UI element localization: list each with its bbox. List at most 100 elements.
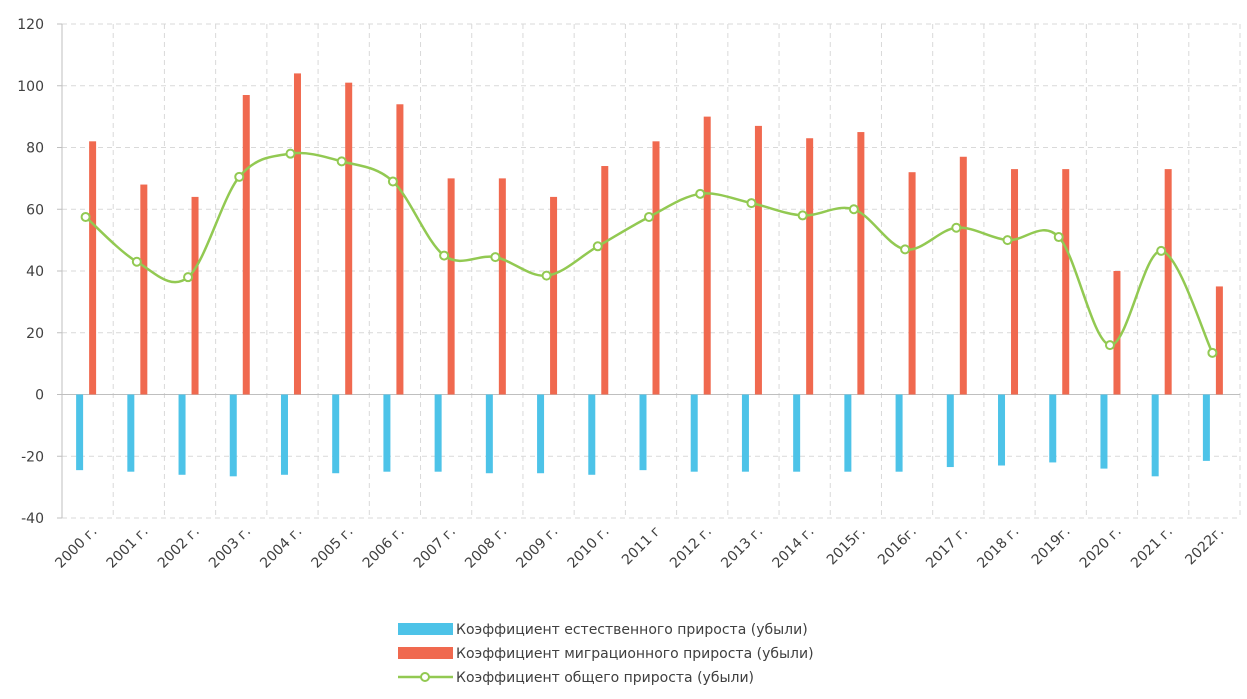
bar (537, 394, 545, 474)
bar (1202, 394, 1210, 461)
bar (498, 178, 506, 395)
x-tick-label: 2022г. (1182, 524, 1227, 569)
bar (857, 132, 865, 395)
bar (280, 394, 288, 475)
y-tick-label: 120 (17, 17, 44, 33)
bar (793, 394, 801, 472)
bar (1049, 394, 1057, 463)
x-tick-label: 2000 г. (52, 524, 100, 572)
legend-swatch (398, 623, 453, 635)
bar (1100, 394, 1108, 469)
line (84, 151, 1214, 354)
x-tick-label: 2008 г. (462, 524, 510, 572)
bar (396, 104, 404, 395)
x-tick-label: 2007 г. (411, 524, 459, 572)
bar (178, 394, 186, 475)
bar (959, 156, 967, 395)
x-tick-label: 2010 г. (565, 524, 613, 572)
line-marker (80, 211, 91, 222)
line-marker (1156, 245, 1167, 256)
bar (191, 196, 199, 395)
legend-swatch (398, 647, 453, 659)
line-marker (234, 171, 245, 182)
line-marker (592, 241, 603, 252)
line-marker (1104, 340, 1115, 351)
x-tick-label: 2017 г. (923, 524, 971, 572)
bar (550, 196, 558, 395)
bar (383, 394, 391, 472)
bar (345, 82, 353, 395)
legend-label: Коэффициент миграционного прироста (убыл… (456, 646, 814, 662)
line-marker (541, 270, 552, 281)
x-tick-label: 2005 г. (309, 524, 357, 572)
bar (741, 394, 749, 472)
bar (1113, 271, 1121, 395)
line-marker (1207, 347, 1218, 358)
bar (844, 394, 852, 472)
y-tick-label: -20 (21, 449, 44, 465)
bar (652, 141, 660, 395)
bar (946, 394, 954, 468)
bar (998, 394, 1006, 466)
line-marker (848, 204, 859, 215)
bar (1215, 286, 1223, 395)
legend-swatch-marker (420, 672, 430, 682)
line-marker (644, 211, 654, 222)
line-marker (951, 222, 962, 233)
line-marker (336, 156, 347, 167)
x-tick-label: 2021 г. (1128, 524, 1176, 572)
bar (690, 394, 698, 472)
bar (229, 394, 237, 477)
bar (703, 116, 711, 395)
bar (1164, 169, 1172, 395)
bar (1151, 394, 1159, 477)
line-marker (1053, 232, 1064, 243)
x-tick-label: 2019г. (1029, 524, 1074, 569)
x-tick-label: 2013 г. (718, 524, 766, 572)
x-tick-label: 2004 г. (257, 524, 305, 572)
bar (89, 141, 97, 395)
legend-label: Коэффициент общего прироста (убыли) (456, 670, 754, 686)
x-tick-label: 2009 г. (513, 524, 561, 572)
y-tick-label: -40 (21, 511, 44, 527)
x-tick-label: 2014 г. (769, 524, 817, 572)
line-marker (439, 250, 450, 261)
x-tick-label: 2011 г (619, 524, 664, 569)
x-tick-label: 2003 г. (206, 524, 254, 572)
bar (1011, 169, 1019, 395)
y-tick-label: 60 (26, 202, 44, 218)
x-tick-label: 2015г. (824, 524, 869, 569)
x-tick-label: 2001 г. (104, 524, 152, 572)
bar (76, 394, 84, 471)
bar (447, 178, 455, 395)
bar (293, 73, 301, 395)
y-tick-label: 80 (26, 141, 44, 157)
bar (806, 138, 814, 395)
bar (242, 95, 250, 395)
x-tick-label: 2012 г. (667, 524, 715, 572)
line-marker (131, 256, 142, 267)
y-tick-label: 20 (26, 326, 44, 342)
bar (908, 172, 916, 395)
y-tick-label: 100 (17, 79, 44, 95)
line-marker (695, 188, 706, 199)
bar (754, 125, 762, 395)
x-tick-label: 2020 г. (1077, 524, 1125, 572)
line-marker (387, 176, 398, 187)
x-tick-label: 2018 г. (974, 524, 1022, 572)
bar (639, 394, 647, 471)
y-tick-label: 0 (35, 388, 44, 404)
bar (485, 394, 493, 474)
bar (127, 394, 135, 472)
bar (332, 394, 340, 474)
bar (895, 394, 903, 472)
line-marker (183, 272, 194, 283)
x-tick-label: 2006 г. (360, 524, 408, 572)
line-marker (1002, 235, 1013, 246)
x-tick-label: 2016г. (875, 524, 920, 569)
line-marker (490, 252, 501, 263)
bar (1062, 169, 1070, 395)
bar (588, 394, 596, 475)
bar (434, 394, 442, 472)
